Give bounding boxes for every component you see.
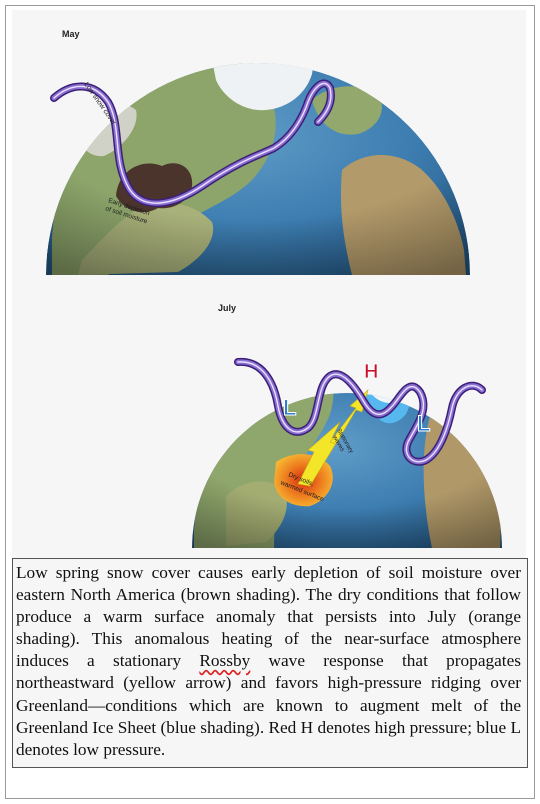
caption-text-part-2: wave response that propagates northeastw… [16, 651, 521, 759]
figure-illustration: May Low snow cove [46, 29, 502, 548]
figure: May Low snow cove [12, 10, 526, 558]
july-low-pressure-east: L [417, 411, 430, 436]
caption-text-part-1: Low spring snow cover causes early deple… [16, 563, 521, 671]
july-rossby-arrow [297, 421, 341, 487]
july-panel: July L L [192, 303, 502, 548]
july-panel-label: July [218, 303, 236, 313]
july-high-pressure: H [364, 361, 378, 383]
may-panel: May Low snow cove [46, 29, 470, 275]
spellcheck-flagged-word: Rossby [199, 651, 251, 671]
may-panel-label: May [62, 29, 80, 39]
july-low-pressure-west: L [283, 395, 296, 420]
figure-caption: Low spring snow cover causes early deple… [12, 558, 528, 768]
